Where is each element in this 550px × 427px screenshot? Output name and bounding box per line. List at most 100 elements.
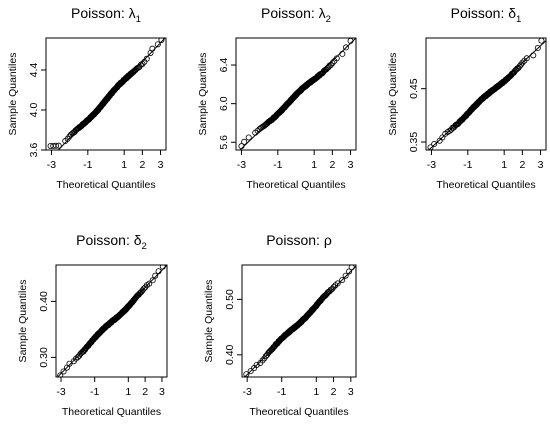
qq-point: [245, 134, 252, 141]
qq-point: [523, 55, 530, 62]
qq-point: [427, 144, 434, 150]
qq-point: [254, 127, 261, 134]
qq-point: [158, 38, 165, 43]
qq-point: [243, 371, 250, 377]
x-tick-label: -1: [90, 386, 99, 398]
marks: [427, 38, 546, 150]
qq-point: [140, 285, 147, 292]
qq-point: [159, 265, 166, 270]
x-tick-label: -1: [273, 159, 282, 171]
y-tick-label: 3.6: [28, 143, 40, 158]
y-tick-label: 4.4: [28, 63, 40, 78]
y-tick-label: 4.0: [28, 103, 40, 118]
qq-point: [342, 44, 349, 51]
title-symbol: δ: [134, 232, 142, 248]
x-tick-label: 3: [538, 159, 544, 171]
panel-title: Poisson: δ2: [76, 232, 147, 252]
title-symbol: ρ: [324, 232, 332, 248]
title-subscript: 1: [516, 14, 521, 25]
panel-title: Poisson: ρ: [266, 232, 332, 248]
y-tick-label: 0.40: [38, 291, 50, 312]
qq-point: [342, 272, 349, 279]
qq-point: [339, 50, 346, 57]
qq-point: [146, 280, 153, 287]
y-axis-label: Sample Quantiles: [7, 53, 19, 136]
x-tick-label: 2: [139, 159, 145, 171]
y-tick-label: 0.30: [38, 347, 50, 368]
qq-point: [55, 142, 62, 149]
title-subscript: 2: [326, 14, 331, 25]
title-text: Poisson:: [71, 5, 129, 21]
x-tick-label: 1: [121, 159, 127, 171]
qq-point: [149, 45, 156, 52]
x-tick-label: -3: [237, 159, 246, 171]
x-axis-label: Theoretical Quantiles: [62, 406, 161, 418]
qq-point: [516, 63, 523, 70]
title-text: Poisson:: [261, 5, 319, 21]
y-tick-label: 0.45: [408, 78, 420, 99]
y-axis-label: Sample Quantiles: [203, 280, 215, 363]
qq-point: [139, 60, 146, 67]
qq-point: [346, 268, 353, 275]
y-tick-label: 0.50: [224, 289, 236, 310]
qq-point: [57, 372, 64, 377]
plot-frame: [425, 37, 547, 151]
qq-point: [53, 142, 60, 149]
qq-point: [238, 143, 245, 150]
x-tick-label: -3: [56, 386, 65, 398]
qq-point: [333, 55, 340, 62]
x-axis-label: Theoretical Quantiles: [56, 179, 155, 191]
x-tick-label: 2: [519, 159, 525, 171]
qq-point: [155, 268, 162, 275]
x-tick-label: 3: [159, 386, 165, 398]
x-tick-label: -3: [427, 159, 436, 171]
qq-point: [149, 277, 156, 284]
qq-point: [327, 62, 334, 69]
y-tick-label: 6.4: [218, 58, 230, 73]
qq-point: [334, 280, 341, 287]
qq-point: [143, 55, 150, 62]
x-tick-label: 3: [348, 386, 354, 398]
qq-point: [247, 368, 254, 375]
x-axis-label: Theoretical Quantiles: [246, 179, 345, 191]
marks: [47, 38, 166, 150]
y-tick-label: 0.40: [224, 344, 236, 365]
qq-point: [73, 355, 80, 362]
marks: [238, 38, 356, 150]
title-symbol: λ: [129, 5, 136, 21]
qq-point: [66, 360, 73, 367]
x-tick-label: 2: [142, 386, 148, 398]
title-symbol: λ: [319, 5, 326, 21]
x-tick-label: -3: [243, 386, 252, 398]
x-tick-label: 2: [329, 159, 335, 171]
title-subscript: 2: [142, 241, 147, 252]
y-axis-label: Sample Quantiles: [17, 280, 29, 363]
y-axis-label: Sample Quantiles: [387, 53, 399, 136]
title-text: Poisson:: [76, 232, 134, 248]
panel-title: Poisson: λ1: [71, 5, 141, 25]
panel-title: Poisson: λ2: [261, 5, 331, 25]
y-tick-label: 5.6: [218, 135, 230, 150]
plot-frame: [235, 37, 357, 151]
qq-panel-5: Poisson: ρ -3 -1 1 2 3 0.40 0.50 Theoretical Qua…: [203, 232, 357, 418]
qq-point: [431, 141, 438, 148]
x-axis-label: Theoretical Quantiles: [436, 179, 535, 191]
plot-frame: [241, 264, 357, 378]
qq-point: [519, 59, 526, 66]
plot-frame: [45, 37, 167, 151]
title-symbol: δ: [508, 5, 516, 21]
marks: [243, 265, 356, 377]
marks: [56, 265, 167, 377]
panel-title: Poisson: δ1: [451, 5, 522, 25]
qq-point: [538, 38, 545, 44]
qq-point: [60, 368, 67, 375]
qq-point: [329, 60, 336, 67]
qq-point: [154, 41, 161, 48]
x-tick-label: -1: [83, 159, 92, 171]
qq-point: [347, 38, 354, 44]
y-tick-label: 6.0: [218, 96, 230, 111]
